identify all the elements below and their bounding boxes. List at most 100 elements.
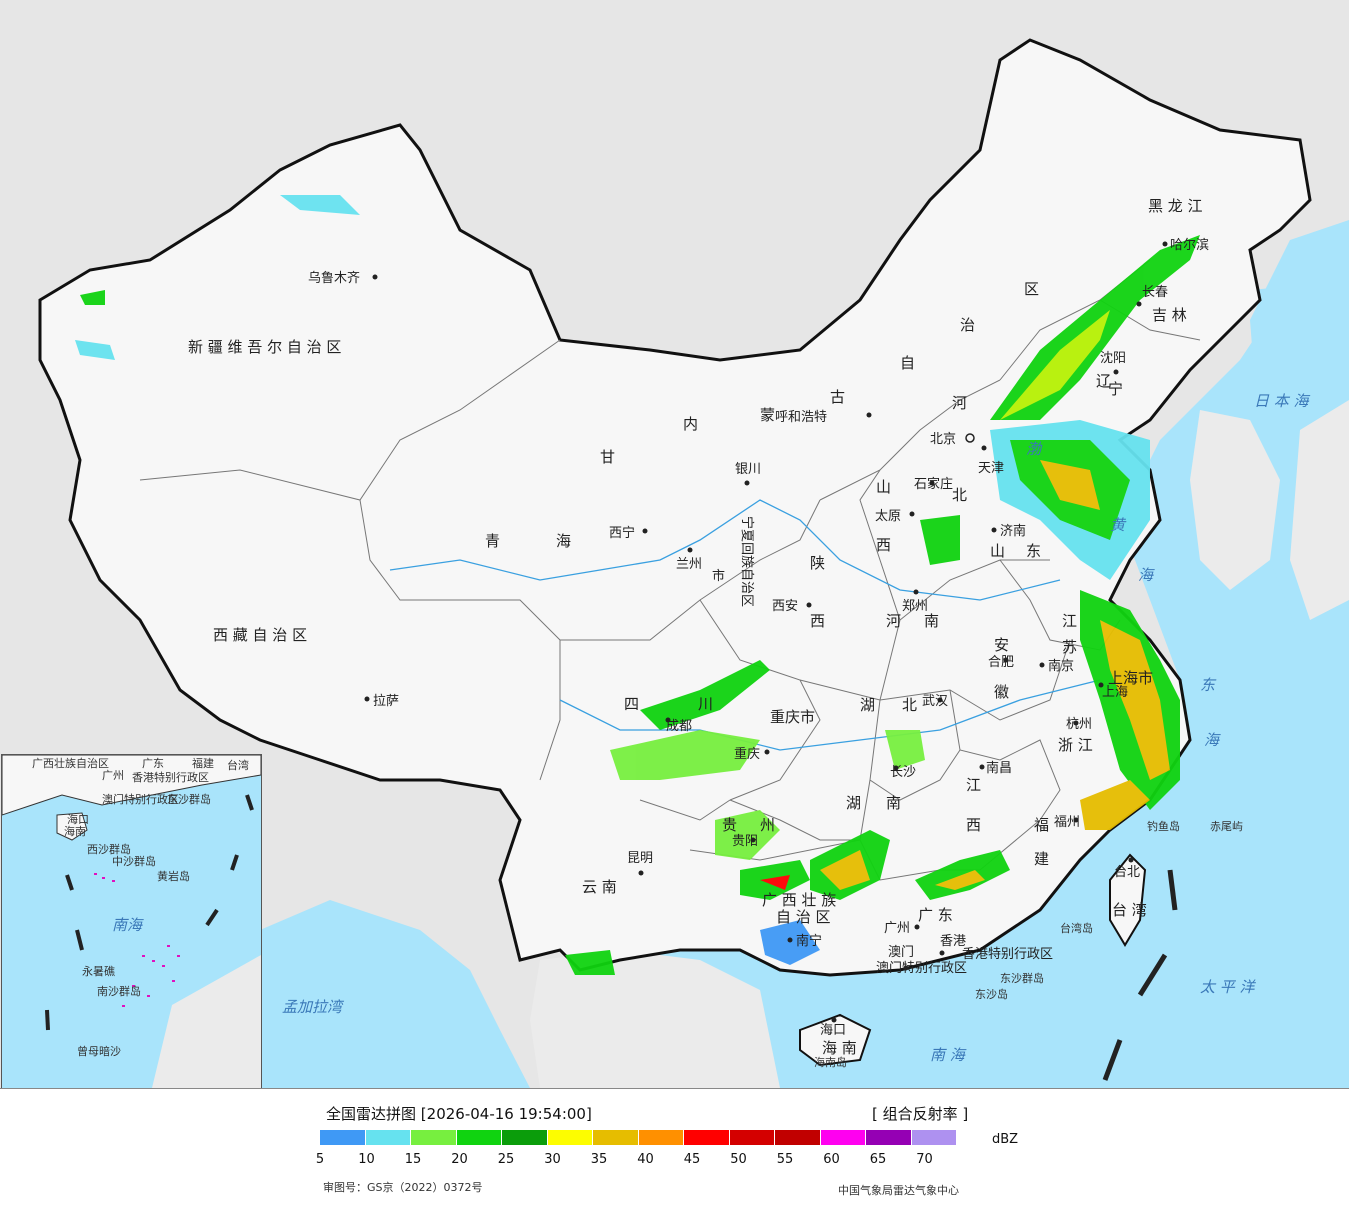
tick-label: 40 [637, 1152, 654, 1167]
label-nm-zhi: 治 [960, 316, 975, 334]
label-taiwan: 台 湾 [1112, 901, 1147, 919]
city-chongqing: 重庆 [734, 746, 760, 762]
label-yunnan: 云 南 [582, 878, 617, 896]
color-swatch-8 [684, 1130, 730, 1145]
province-boundaries [139, 259, 1201, 881]
rivers [389, 499, 1101, 751]
review-number: 审图号：GS京（2022）0372号 [323, 1181, 483, 1194]
tick-label: 35 [590, 1152, 608, 1167]
inset-yongshu: 永暑礁 [82, 964, 115, 978]
city-hangzhou: 杭州 [1066, 717, 1092, 732]
label-guizhou-b: 州 [760, 816, 775, 834]
city-changsha: 长沙 [890, 765, 916, 780]
city-shijiazhuang: 石家庄 [914, 476, 953, 492]
island-hainan: 海南岛 [814, 1055, 847, 1069]
label-shanxi-b: 西 [876, 536, 891, 554]
city-hongkong: 香港 [940, 934, 966, 949]
label-jilin: 吉 林 [1152, 306, 1187, 324]
sea-bengal: 孟加拉湾 [282, 998, 345, 1016]
label-guangdong: 广 东 [918, 906, 953, 924]
city-harbin: 哈尔滨 [1170, 237, 1209, 253]
island-diaoyu: 钓鱼岛 [1147, 819, 1180, 833]
sea-pacific: 太 平 洋 [1200, 978, 1257, 996]
tick-label: 5 [315, 1152, 325, 1167]
inset-dongsha: 东沙群岛 [167, 792, 211, 806]
inset-guangzhou: 广州 [102, 769, 124, 782]
color-swatch-10 [775, 1130, 821, 1145]
label-shaanxi-a: 陕 [810, 554, 825, 572]
inset-guangxi: 广西壮族自治区 [32, 756, 109, 770]
city-xining: 西宁 [609, 525, 635, 541]
label-zhejiang: 浙 江 [1058, 736, 1093, 754]
inset-nansha: 南沙群岛 [97, 984, 141, 998]
sea-yellow-a: 黄 [1110, 516, 1127, 534]
inset-hk: 香港特别行政区 [132, 770, 209, 784]
inset-dash-marks [45, 794, 254, 1031]
tick-label: 25 [497, 1152, 515, 1167]
sea-east-b: 海 [1204, 731, 1221, 749]
sea-bohai: 渤 [1026, 440, 1043, 458]
color-swatch-13 [911, 1130, 957, 1145]
inset-hainan: 海南 [64, 824, 86, 838]
label-shandong-a: 山 [990, 542, 1005, 560]
label-gansu: 甘 [600, 448, 615, 466]
label-shanghai: 上海市 [1108, 669, 1153, 687]
label-jiangsu-b: 苏 [1062, 638, 1077, 656]
label-anhui-a: 安 [994, 636, 1009, 654]
label-guangxi-b: 自 治 区 [776, 908, 831, 926]
island-dongsha: 东沙岛 [975, 987, 1008, 1001]
inset-huangyan: 黄岩岛 [157, 869, 190, 883]
china-land [38, 38, 1312, 977]
color-swatch-6 [593, 1130, 639, 1145]
tick-label: 20 [451, 1152, 468, 1167]
city-lhasa: 拉萨 [373, 694, 399, 709]
inset-zhongsha: 中沙群岛 [112, 854, 156, 868]
label-hk-sar: 香港特别行政区 [962, 947, 1053, 962]
city-haikou: 海口 [820, 1023, 846, 1038]
label-liaoning-a: 辽 [1096, 372, 1111, 390]
inset-islands [94, 873, 180, 1007]
label-shandong-b: 东 [1026, 542, 1041, 560]
color-swatch-2 [411, 1130, 457, 1145]
label-gansu-shi: 市 [712, 568, 725, 584]
japan-land [1290, 400, 1349, 620]
label-hainan: 海 南 [822, 1039, 857, 1057]
city-hefei: 合肥 [988, 655, 1014, 670]
city-nanchang: 南昌 [986, 760, 1012, 776]
label-sichuan-a: 四 [624, 695, 639, 713]
south-china-sea-inset: 广西壮族自治区 广东 福建 台湾 广州 香港特别行政区 澳门特别行政区 东沙群岛… [1, 754, 262, 1088]
label-hunan-a: 湖 [846, 794, 861, 812]
city-urumqi: 乌鲁木齐 [308, 270, 360, 286]
color-swatch-11 [820, 1130, 866, 1145]
city-zhengzhou: 郑州 [902, 599, 928, 614]
label-nm-meng: 蒙 [760, 406, 775, 424]
city-jinan: 济南 [1000, 523, 1026, 539]
city-tianjin: 天津 [978, 461, 1004, 476]
city-shenyang: 沈阳 [1100, 351, 1126, 366]
label-hubei-a: 湖 [860, 696, 875, 714]
label-anhui-b: 徽 [994, 683, 1009, 701]
city-chengdu: 成都 [666, 719, 692, 734]
city-dots [364, 241, 1168, 1023]
tick-label: 10 [358, 1152, 375, 1167]
island-chiwei: 赤尾屿 [1210, 820, 1243, 833]
color-swatch-1 [365, 1130, 411, 1145]
city-fuzhou: 福州 [1054, 815, 1080, 830]
legend-title-text: 全国雷达拼图 [326, 1105, 417, 1123]
city-yinchuan: 银川 [735, 462, 761, 477]
label-hunan-b: 南 [886, 794, 901, 812]
bay-of-bengal [260, 900, 530, 1088]
tick-label: 70 [916, 1152, 933, 1167]
radar-map[interactable]: 新 疆 维 吾 尔 自 治 区 西 藏 自 治 区 青 海 甘 内 蒙 古 自 … [0, 0, 1349, 1089]
city-taiyuan: 太原 [875, 509, 901, 524]
indochina-land [530, 950, 780, 1088]
label-nm-nei: 内 [683, 415, 698, 433]
label-henan-a: 河 [886, 612, 901, 630]
tick-label: 45 [683, 1152, 701, 1167]
legend-timestamp: [2026-04-16 19:54:00] [420, 1105, 592, 1123]
sea-yellow-b: 海 [1138, 566, 1155, 584]
legend-panel: 全国雷达拼图 [2026-04-16 19:54:00] [ 组合反射率 ] d… [0, 1089, 1349, 1208]
label-chongqing: 重庆市 [770, 708, 815, 726]
label-xinjiang: 新 疆 维 吾 尔 自 治 区 [188, 338, 341, 356]
tick-label: 65 [869, 1152, 887, 1167]
